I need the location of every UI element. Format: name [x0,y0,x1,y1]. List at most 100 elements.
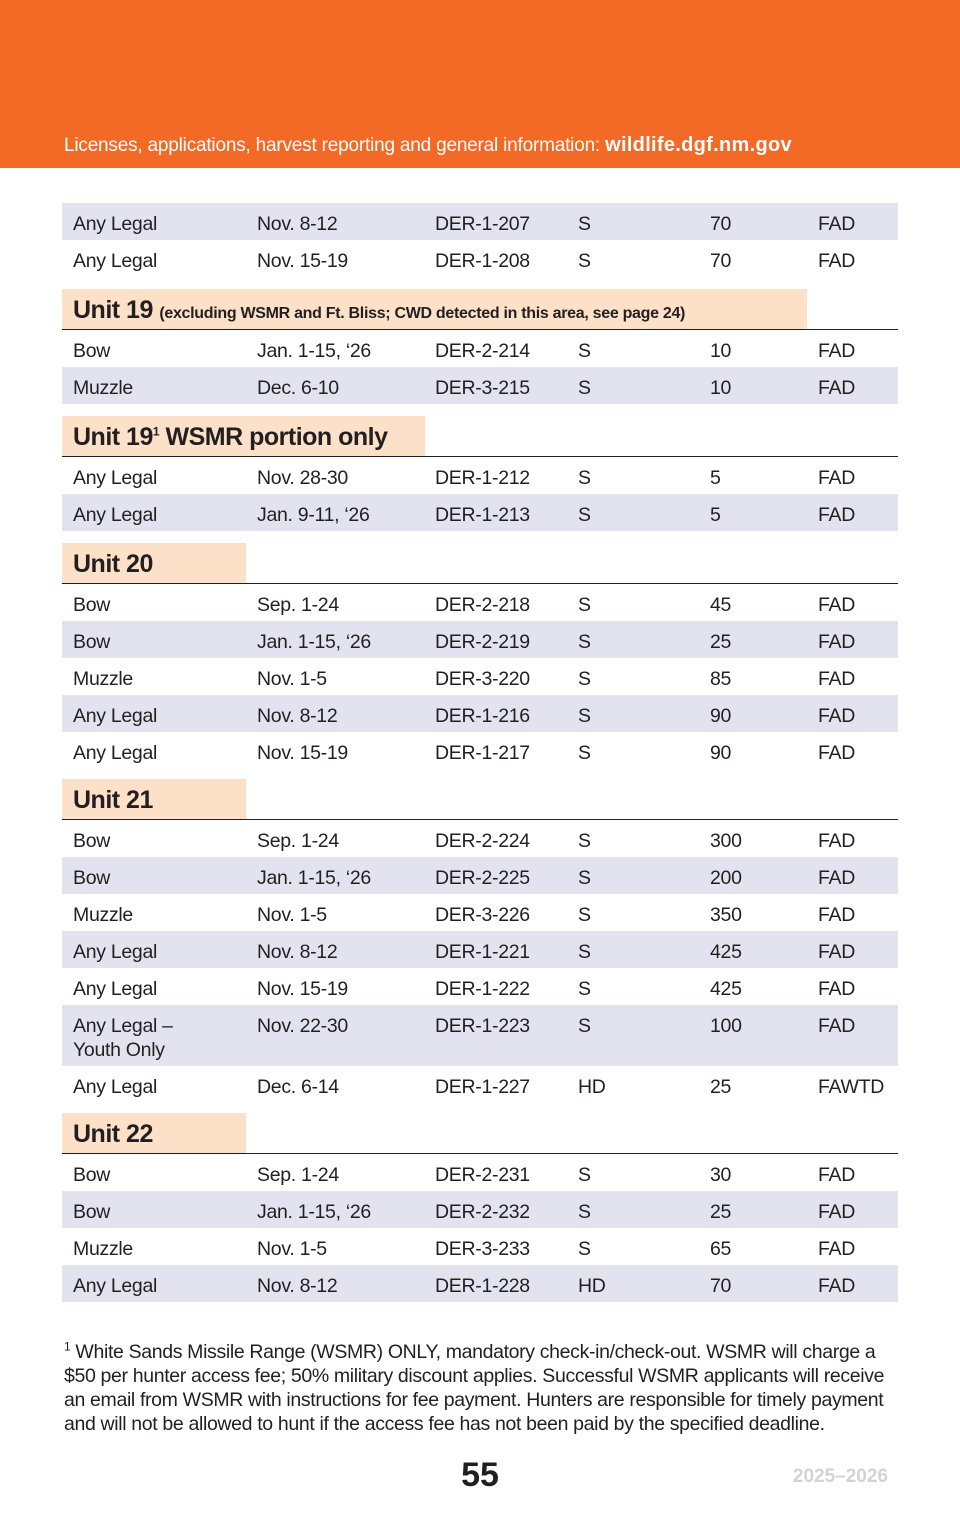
table-row: Muzzle Dec. 6-10 DER-3-215 S 10 FAD [62,367,898,404]
hunt-code-cell: DER-3-220 [435,668,530,690]
weapon-line-2: Youth Only [73,1039,165,1061]
bag-limit-cell: FAD [818,594,856,616]
table-row: Bow Jan. 1-15, ‘26 DER-2-225 S 200 FAD [62,857,898,894]
hunt-code-cell: DER-2-214 [435,340,530,362]
weapon-cell: Any Legal – Youth Only [73,1014,173,1062]
bag-limit-cell: FAD [818,1015,856,1037]
spacer [62,769,898,779]
unit-title: Unit 191 WSMR portion only [73,423,388,452]
dates-cell: Jan. 1-15, ‘26 [257,1201,371,1223]
licenses-cell: 350 [710,904,742,926]
dates-cell: Nov. 1-5 [257,668,327,690]
bag-cell: S [578,467,591,489]
weapon-cell: Muzzle [73,904,133,926]
hunt-code-cell: DER-1-223 [435,1015,530,1037]
bag-cell: S [578,377,591,399]
unit-title: Unit 19 (excluding WSMR and Ft. Bliss; C… [73,296,685,325]
bag-cell: S [578,213,591,235]
weapon-cell: Bow [73,594,111,616]
hunt-code-cell: DER-3-215 [435,377,530,399]
bag-limit-cell: FAD [818,340,856,362]
licenses-cell: 65 [710,1238,732,1260]
dates-cell: Dec. 6-14 [257,1076,339,1098]
table-row: Any Legal Dec. 6-14 DER-1-227 HD 25 FAWT… [62,1066,898,1103]
hunt-code-cell: DER-1-228 [435,1275,530,1297]
weapon-cell: Muzzle [73,1238,133,1260]
weapon-cell: Bow [73,830,111,852]
weapon-cell: Bow [73,867,111,889]
bag-limit-cell: FAWTD [818,1076,885,1098]
header-text: Licenses, applications, harvest reportin… [64,135,601,156]
table-row: Any Legal Nov. 8-12 DER-1-207 S 70 FAD [62,203,898,240]
weapon-cell: Bow [73,1201,111,1223]
licenses-cell: 85 [710,668,732,690]
bag-cell: S [578,1201,591,1223]
hunt-code-cell: DER-1-222 [435,978,530,1000]
table-row: Any Legal Nov. 8-12 DER-1-221 S 425 FAD [62,931,898,968]
weapon-cell: Any Legal [73,467,158,489]
bag-limit-cell: FAD [818,742,856,764]
table-row: Any Legal Jan. 9-11, ‘26 DER-1-213 S 5 F… [62,494,898,531]
table-row: Muzzle Nov. 1-5 DER-3-233 S 65 FAD [62,1228,898,1265]
table-row: Any Legal Nov. 15-19 DER-1-208 S 70 FAD [62,240,898,277]
bag-cell: S [578,904,591,926]
licenses-cell: 70 [710,250,732,272]
hunt-code-cell: DER-3-226 [435,904,530,926]
unit-19-wsmr-header: Unit 191 WSMR portion only [62,416,898,457]
unit-title-box [62,779,246,819]
bag-limit-cell: FAD [818,867,856,889]
weapon-cell: Any Legal [73,250,158,272]
table-row: Bow Jan. 1-15, ‘26 DER-2-219 S 25 FAD [62,621,898,658]
footnote-text: White Sands Missile Range (WSMR) ONLY, m… [64,1341,885,1435]
licenses-cell: 300 [710,830,742,852]
bag-cell: S [578,1164,591,1186]
dates-cell: Nov. 28-30 [257,467,348,489]
bag-limit-cell: FAD [818,668,856,690]
licenses-cell: 425 [710,978,742,1000]
weapon-cell: Any Legal [73,504,158,526]
bag-cell: S [578,830,591,852]
weapon-cell: Bow [73,340,111,362]
spacer [62,277,898,289]
bag-limit-cell: FAD [818,467,856,489]
unit-19-header: Unit 19 (excluding WSMR and Ft. Bliss; C… [62,289,898,330]
bag-limit-cell: FAD [818,830,856,852]
unit-title: Unit 20 [73,550,153,578]
licenses-cell: 100 [710,1015,742,1037]
dates-cell: Nov. 1-5 [257,904,327,926]
bag-limit-cell: FAD [818,213,856,235]
page-number: 55 [461,1456,499,1494]
licenses-cell: 5 [710,504,721,526]
footnote-marker: 1 [152,424,160,439]
header-info: Licenses, applications, harvest reportin… [64,134,792,157]
weapon-cell: Any Legal [73,1076,158,1098]
unit-title: Unit 22 [73,1120,153,1148]
hunt-code-cell: DER-1-213 [435,504,530,526]
bag-cell: S [578,594,591,616]
bag-cell: S [578,705,591,727]
unit-title-box [62,543,246,583]
weapon-cell: Bow [73,631,111,653]
bag-limit-cell: FAD [818,504,856,526]
hunt-code-cell: DER-2-225 [435,867,530,889]
dates-cell: Nov. 15-19 [257,250,348,272]
table-row: Bow Sep. 1-24 DER-2-224 S 300 FAD [62,820,898,857]
bag-limit-cell: FAD [818,1238,856,1260]
season-years: 2025–2026 [792,1466,888,1487]
hunt-code-cell: DER-2-232 [435,1201,530,1223]
table-row: Bow Jan. 1-15, ‘26 DER-2-214 S 10 FAD [62,330,898,367]
bag-limit-cell: FAD [818,1275,856,1297]
dates-cell: Dec. 6-10 [257,377,339,399]
weapon-cell: Muzzle [73,377,133,399]
dates-cell: Jan. 9-11, ‘26 [257,504,370,526]
bag-limit-cell: FAD [818,978,856,1000]
unit-name: Unit 19 [73,423,153,451]
website-link[interactable]: wildlife.dgf.nm.gov [605,134,792,156]
hunt-code-cell: DER-1-216 [435,705,530,727]
unit-title-box [62,416,425,456]
weapon-cell: Muzzle [73,668,133,690]
unit-21-header: Unit 21 [62,779,898,820]
table-row: Muzzle Nov. 1-5 DER-3-220 S 85 FAD [62,658,898,695]
hunt-code-cell: DER-2-218 [435,594,530,616]
unit-title-box [62,289,807,329]
